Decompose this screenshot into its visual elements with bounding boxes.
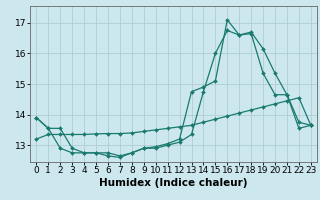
X-axis label: Humidex (Indice chaleur): Humidex (Indice chaleur)	[99, 178, 248, 188]
